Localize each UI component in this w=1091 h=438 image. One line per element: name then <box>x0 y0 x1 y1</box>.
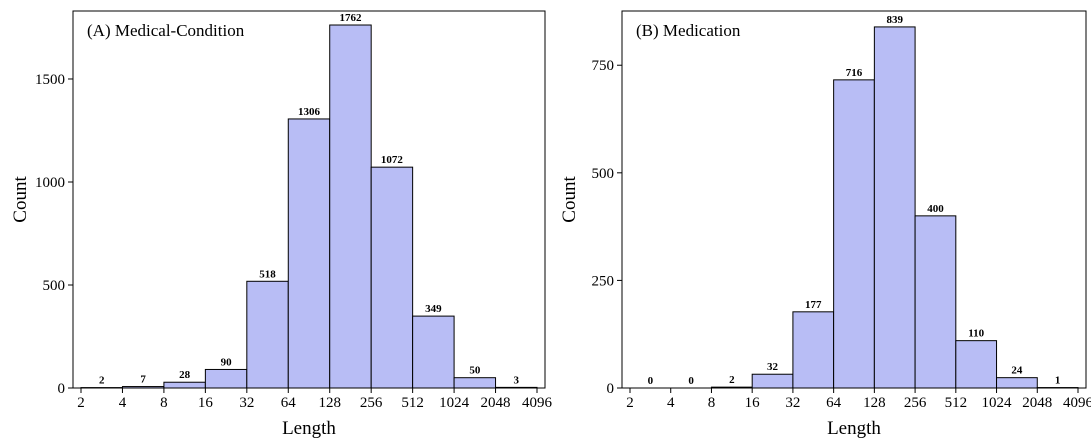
panel-a-title: (A) Medical-Condition <box>87 21 245 40</box>
panel-a-bar <box>370 166 414 389</box>
panel-a-data-label: 349 <box>425 303 442 315</box>
panel-a-y-tick-label: 0 <box>58 381 66 397</box>
panel-a-bar <box>204 368 248 389</box>
panel-a-data-label: 518 <box>259 268 276 280</box>
panel-b-frame <box>621 10 1087 389</box>
panel-b-bar <box>833 79 875 389</box>
panel-b-y-tick-label: 500 <box>592 166 615 182</box>
panel-b-x-tick-label: 4 <box>667 395 675 411</box>
panel-a-bar <box>246 280 289 389</box>
panel-a-x-tick-label: 8 <box>160 395 168 411</box>
panel-a-data-label: 7 <box>140 374 146 386</box>
panel-b-data-label: 0 <box>648 375 654 387</box>
panel-a-bar <box>412 315 455 389</box>
panel-b-title: (B) Medication <box>636 21 741 40</box>
panel-a-bar <box>163 381 206 389</box>
panel-b-x-tick-label: 2048 <box>1022 395 1052 411</box>
panel-b-x-tick-label: 64 <box>826 395 842 411</box>
panel-a-x-tick-label: 256 <box>360 395 383 411</box>
panel-b-data-label: 24 <box>1011 365 1023 377</box>
panel-a-bar <box>287 118 331 389</box>
panel-b-data-label: 177 <box>805 299 822 311</box>
panel-b-data-label: 839 <box>886 14 903 26</box>
panel-b-x-tick-label: 1024 <box>982 395 1013 411</box>
panel-a-x-tick-label: 2048 <box>481 395 511 411</box>
panel-a-data-label: 1762 <box>339 12 362 24</box>
panel-a-x-tick-label: 16 <box>198 395 214 411</box>
panel-b-data-label: 400 <box>927 203 944 215</box>
panel-b-bar <box>873 26 916 389</box>
panel-a-bar <box>453 377 497 389</box>
panel-a-data-label: 1072 <box>381 154 404 166</box>
panel-a-x-tick-label: 32 <box>239 395 254 411</box>
panel-b-x-tick-label: 4096 <box>1063 395 1091 411</box>
panel-b-data-label: 2 <box>729 374 735 386</box>
panel-a-x-tick-label: 1024 <box>439 395 470 411</box>
panel-b-x-tick-label: 16 <box>745 395 761 411</box>
panel-b-x-tick-label: 128 <box>863 395 886 411</box>
panel-a-x-axis-label: Length <box>282 418 336 438</box>
panel-a-bar <box>329 24 372 389</box>
panel-a-data-label: 1306 <box>298 106 321 118</box>
panel-b-data-label: 32 <box>767 361 779 373</box>
panel-a-x-tick-label: 4 <box>119 395 127 411</box>
panel-a-y-axis-label: Count <box>10 176 31 223</box>
panel-b-bar <box>955 340 998 389</box>
panel-b-x-tick-label: 2 <box>626 395 634 411</box>
panel-a-data-label: 90 <box>221 356 233 368</box>
panel-a-data-label: 50 <box>469 365 481 377</box>
panel-b-bar <box>996 377 1038 389</box>
panel-a-x-tick-label: 4096 <box>522 395 553 411</box>
panel-a-data-label: 3 <box>514 374 520 386</box>
panel-b-x-tick-label: 512 <box>945 395 968 411</box>
panel-b-bar <box>792 311 835 389</box>
panel-a-x-tick-label: 128 <box>318 395 341 411</box>
panel-b-y-tick-label: 750 <box>592 58 615 74</box>
panel-a-x-tick-label: 512 <box>401 395 424 411</box>
panel-b-x-axis-label: Length <box>827 418 881 438</box>
panel-b-y-tick-label: 250 <box>592 273 615 289</box>
panel-b-bar <box>914 215 957 389</box>
panel-b-x-tick-label: 256 <box>904 395 927 411</box>
panel-a-y-tick-label: 1500 <box>35 72 65 88</box>
panel-a-x-tick-label: 64 <box>281 395 297 411</box>
panel-a-y-tick-label: 1000 <box>35 175 65 191</box>
panel-a-frame <box>72 10 546 389</box>
panel-a-x-tick-label: 2 <box>77 395 85 411</box>
panel-a-y-tick-label: 500 <box>43 278 66 294</box>
panel-b-x-tick-label: 32 <box>785 395 800 411</box>
panel-b-data-label: 110 <box>968 328 984 340</box>
panel-b-bar <box>751 373 794 389</box>
panel-b-x-tick-label: 8 <box>708 395 716 411</box>
panel-b-data-label: 1 <box>1055 375 1061 387</box>
panel-b-data-label: 0 <box>688 375 694 387</box>
panel-a-data-label: 2 <box>99 375 105 387</box>
panel-b-data-label: 716 <box>846 67 863 79</box>
panel-b-y-axis-label: Count <box>559 176 580 223</box>
panel-b-y-tick-label: 0 <box>607 381 615 397</box>
panel-a-data-label: 28 <box>179 369 191 381</box>
